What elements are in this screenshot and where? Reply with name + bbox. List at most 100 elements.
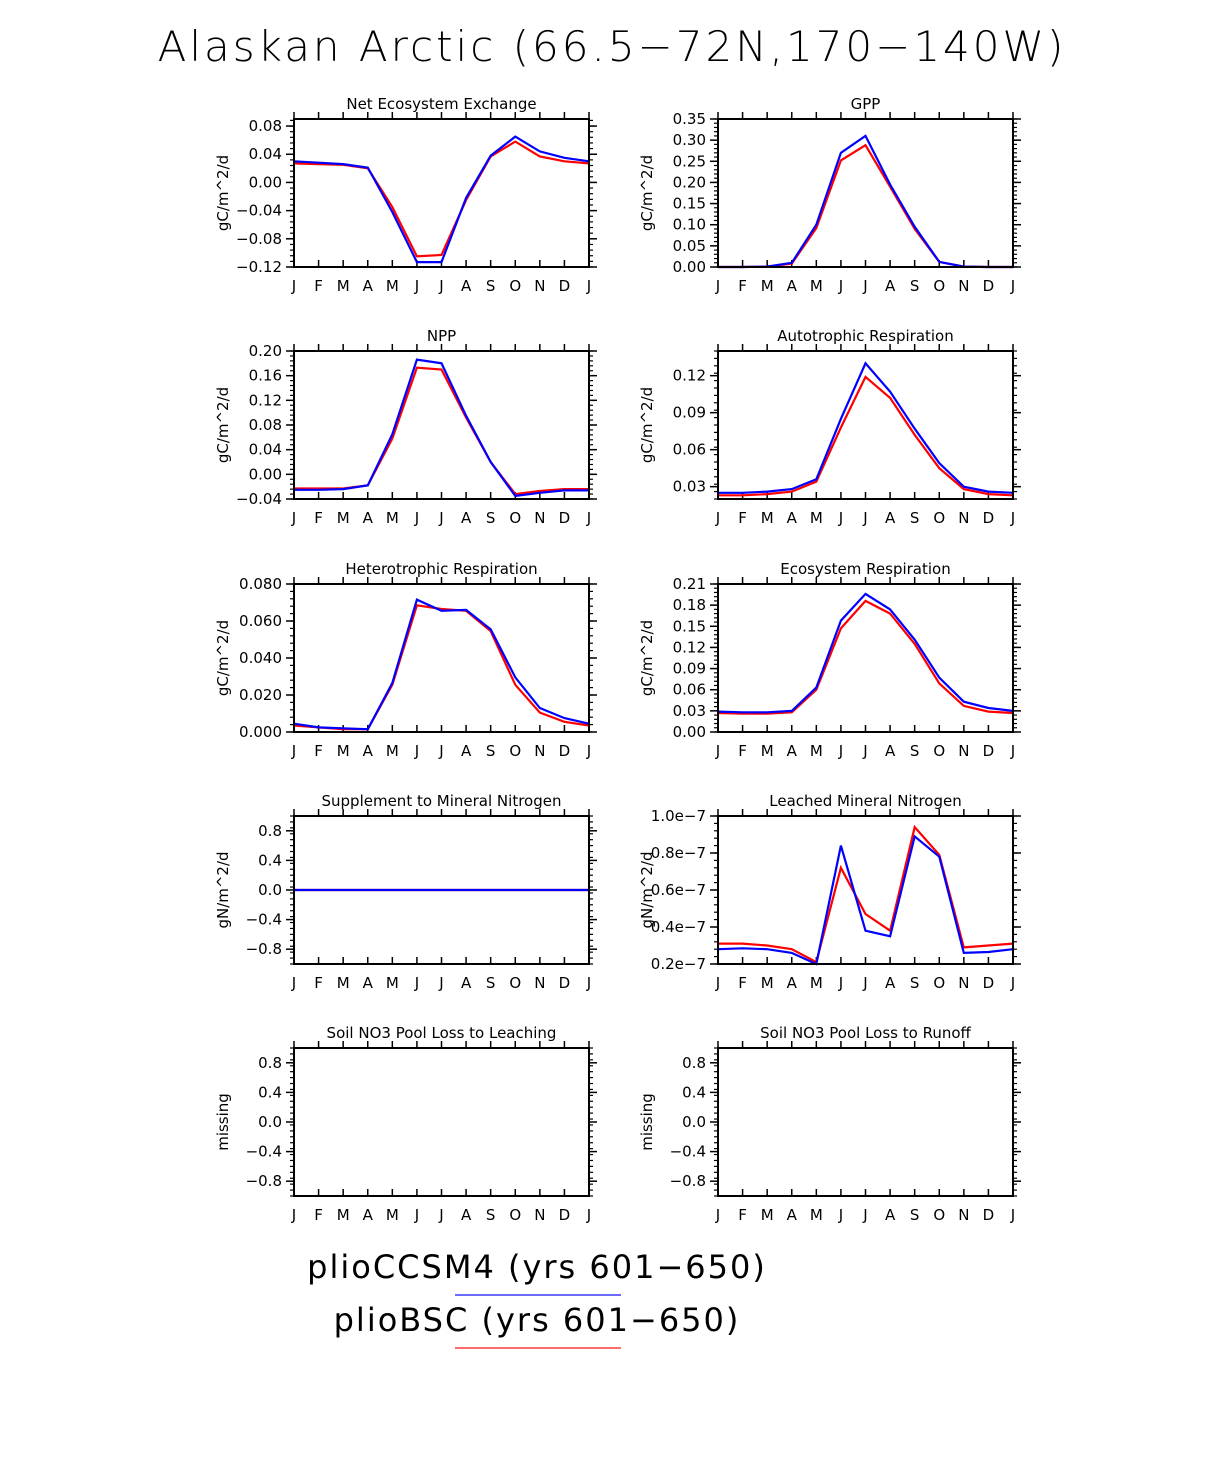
y-tick-label: 0.03 xyxy=(673,702,706,720)
y-tick-label: 0.09 xyxy=(673,404,706,422)
x-tick-label: O xyxy=(933,277,945,295)
y-tick-label: 0.00 xyxy=(249,465,282,483)
x-tick-label: A xyxy=(461,509,472,527)
x-tick-label: J xyxy=(838,1206,843,1224)
series-line-2 xyxy=(717,592,1014,714)
x-tick-label: S xyxy=(910,742,920,760)
y-tick-label: 0.8 xyxy=(258,1054,282,1072)
x-tick-label: O xyxy=(509,509,521,527)
x-tick-label: M xyxy=(337,742,350,760)
x-tick-label: J xyxy=(715,974,720,992)
y-tick-label: 0.040 xyxy=(239,649,282,667)
y-tick-label: 0.8e−7 xyxy=(651,844,706,862)
y-tick-label: 0.20 xyxy=(249,342,282,360)
x-tick-label: F xyxy=(738,277,747,295)
y-tick-label: 0.0 xyxy=(258,1113,282,1131)
x-tick-label: S xyxy=(910,1206,920,1224)
x-tick-label: A xyxy=(363,1206,374,1224)
plot-frame xyxy=(717,350,1014,500)
x-tick-label: M xyxy=(386,974,399,992)
y-tick-label: 0.18 xyxy=(673,596,706,614)
x-tick-label: A xyxy=(787,1206,798,1224)
y-tick-label: −0.4 xyxy=(670,1143,706,1161)
x-tick-label: J xyxy=(438,742,443,760)
x-tick-label: O xyxy=(933,742,945,760)
plot-frame xyxy=(717,815,1014,965)
x-tick-label: M xyxy=(337,1206,350,1224)
x-tick-label: N xyxy=(534,277,545,295)
y-tick-label: 0.21 xyxy=(673,575,706,593)
y-tick-label: 0.0 xyxy=(682,1113,706,1131)
y-tick-label: 0.000 xyxy=(239,723,282,741)
legend-line-pliocssm4 xyxy=(455,1294,621,1296)
x-tick-label: J xyxy=(715,1206,720,1224)
x-tick-label: S xyxy=(486,974,496,992)
x-tick-label: F xyxy=(738,1206,747,1224)
plot-frame xyxy=(293,350,590,500)
x-tick-label: O xyxy=(509,974,521,992)
y-tick-label: 0.8 xyxy=(258,822,282,840)
y-tick-label: 0.04 xyxy=(249,441,282,459)
y-tick-label: 0.04 xyxy=(249,145,282,163)
x-tick-label: F xyxy=(314,277,323,295)
x-tick-label: N xyxy=(958,1206,969,1224)
y-tick-label: 0.30 xyxy=(673,131,706,149)
x-tick-label: S xyxy=(910,974,920,992)
x-tick-label: M xyxy=(386,742,399,760)
x-tick-label: J xyxy=(862,277,867,295)
y-tick-label: −0.8 xyxy=(670,1172,706,1190)
x-tick-label: A xyxy=(363,974,374,992)
y-tick-label: 0.16 xyxy=(249,367,282,385)
figure-title: Alaskan Arctic (66.5−72N,170−140W) xyxy=(157,22,1067,71)
y-tick-label: 0.08 xyxy=(249,416,282,434)
x-tick-label: M xyxy=(761,1206,774,1224)
panel-title: Soil NO3 Pool Loss to Runoff xyxy=(760,1024,971,1042)
x-tick-label: J xyxy=(291,742,296,760)
x-tick-label: J xyxy=(414,1206,419,1224)
x-tick-label: J xyxy=(1010,1206,1015,1224)
legend-label-pliocssm4: plioCCSM4 (yrs 601−650) xyxy=(307,1248,767,1286)
plot-frame xyxy=(717,583,1014,733)
y-tick-label: 0.06 xyxy=(673,681,706,699)
x-tick-label: J xyxy=(862,742,867,760)
panel-title: GPP xyxy=(851,95,881,113)
x-tick-label: J xyxy=(291,1206,296,1224)
y-axis-label: gC/m^2/d xyxy=(638,387,656,463)
series-line-2 xyxy=(718,134,1013,269)
x-tick-label: S xyxy=(486,509,496,527)
x-tick-label: D xyxy=(559,974,571,992)
x-tick-label: N xyxy=(958,742,969,760)
x-tick-label: F xyxy=(314,1206,323,1224)
y-axis-label: gN/m^2/d xyxy=(638,851,656,928)
x-tick-label: M xyxy=(761,509,774,527)
x-tick-label: J xyxy=(862,1206,867,1224)
x-tick-label: M xyxy=(810,974,823,992)
x-tick-label: J xyxy=(414,277,419,295)
panel-title: Supplement to Mineral Nitrogen xyxy=(322,792,562,810)
legend-line-pliobsc xyxy=(455,1347,621,1349)
y-axis-label: gC/m^2/d xyxy=(214,387,232,463)
x-tick-label: A xyxy=(363,277,374,295)
x-tick-label: A xyxy=(787,277,798,295)
x-tick-label: A xyxy=(363,509,374,527)
x-tick-label: J xyxy=(291,509,296,527)
x-tick-label: J xyxy=(1010,742,1015,760)
x-tick-label: M xyxy=(386,509,399,527)
x-tick-label: J xyxy=(838,509,843,527)
plot-frame xyxy=(717,118,1014,268)
series-line-1 xyxy=(718,143,1013,269)
x-tick-label: A xyxy=(461,742,472,760)
x-tick-label: A xyxy=(787,742,798,760)
x-tick-label: J xyxy=(586,974,591,992)
y-axis-label: gC/m^2/d xyxy=(214,155,232,231)
x-tick-label: M xyxy=(337,974,350,992)
x-tick-label: N xyxy=(958,509,969,527)
legend-entry-pliocssm4: plioCCSM4 (yrs 601−650) xyxy=(0,1248,1074,1286)
x-tick-label: A xyxy=(461,1206,472,1224)
x-tick-label: D xyxy=(559,742,571,760)
